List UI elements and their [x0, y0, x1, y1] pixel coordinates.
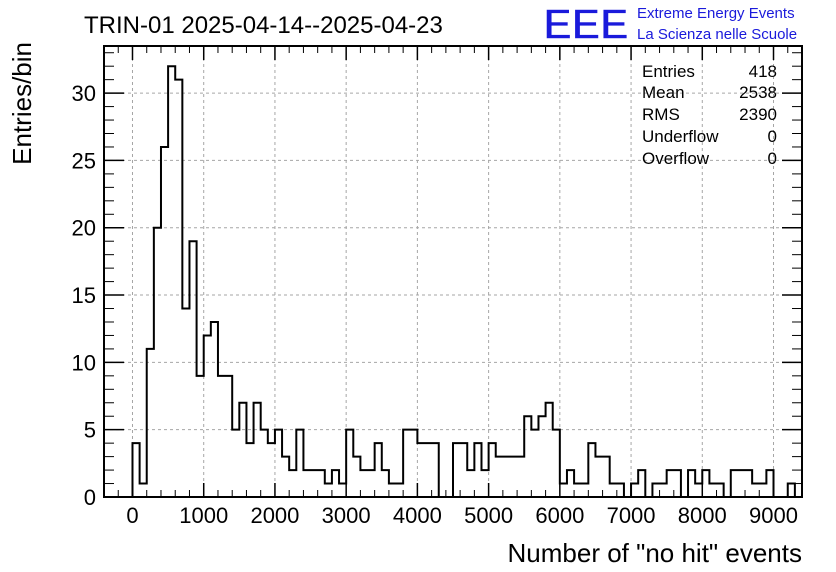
x-tick-label: 9000	[749, 503, 798, 528]
stat-mean-value: 2538	[739, 83, 777, 102]
x-tick-label: 6000	[535, 503, 584, 528]
y-tick-label: 10	[72, 350, 96, 375]
x-tick-label: 0	[126, 503, 138, 528]
stat-underflow-label: Underflow	[642, 127, 719, 146]
x-tick-label: 3000	[322, 503, 371, 528]
x-tick-label: 8000	[678, 503, 727, 528]
x-tick-label: 4000	[393, 503, 442, 528]
stat-rms-value: 2390	[739, 105, 777, 124]
axis-ticks	[103, 46, 803, 498]
y-tick-label: 0	[84, 485, 96, 510]
eee-logo-line1: Extreme Energy Events	[637, 5, 795, 22]
eee-logo-mark: EEE	[543, 0, 628, 49]
x-axis-title: Number of "no hit" events	[508, 538, 803, 568]
histogram-series	[131, 65, 796, 498]
eee-logo-line2: La Scienza nelle Scuole	[637, 26, 797, 43]
y-tick-label: 25	[72, 148, 96, 173]
stat-overflow-value: 0	[768, 149, 777, 168]
stat-mean-label: Mean	[642, 83, 685, 102]
y-tick-label: 20	[72, 216, 96, 241]
y-axis-title: Entries/bin	[7, 42, 37, 165]
grid-lines	[104, 46, 802, 497]
chart-title: TRIN-01 2025-04-14--2025-04-23	[84, 12, 443, 39]
stat-rms-label: RMS	[642, 105, 680, 124]
y-tick-label: 5	[84, 418, 96, 443]
x-tick-labels: 0 1000 2000 3000 4000 5000 6000 7000 8000 9000	[126, 503, 798, 528]
x-tick-label: 1000	[179, 503, 228, 528]
stat-entries-label: Entries	[642, 62, 695, 81]
plot-frame	[103, 45, 803, 498]
stat-entries-value: 418	[749, 62, 777, 81]
x-tick-label: 5000	[464, 503, 513, 528]
y-tick-label: 30	[72, 81, 96, 106]
y-tick-label: 15	[72, 283, 96, 308]
stats-box: Entries 418 Mean 2538 RMS 2390 Underflow…	[642, 62, 777, 168]
stat-underflow-value: 0	[768, 127, 777, 146]
stat-overflow-label: Overflow	[642, 149, 710, 168]
eee-logo: EEE Extreme Energy Events La Scienza nel…	[542, 0, 797, 50]
x-tick-label: 7000	[607, 503, 656, 528]
x-tick-label: 2000	[250, 503, 299, 528]
y-tick-labels: 0 5 10 15 20 25 30	[72, 81, 96, 510]
